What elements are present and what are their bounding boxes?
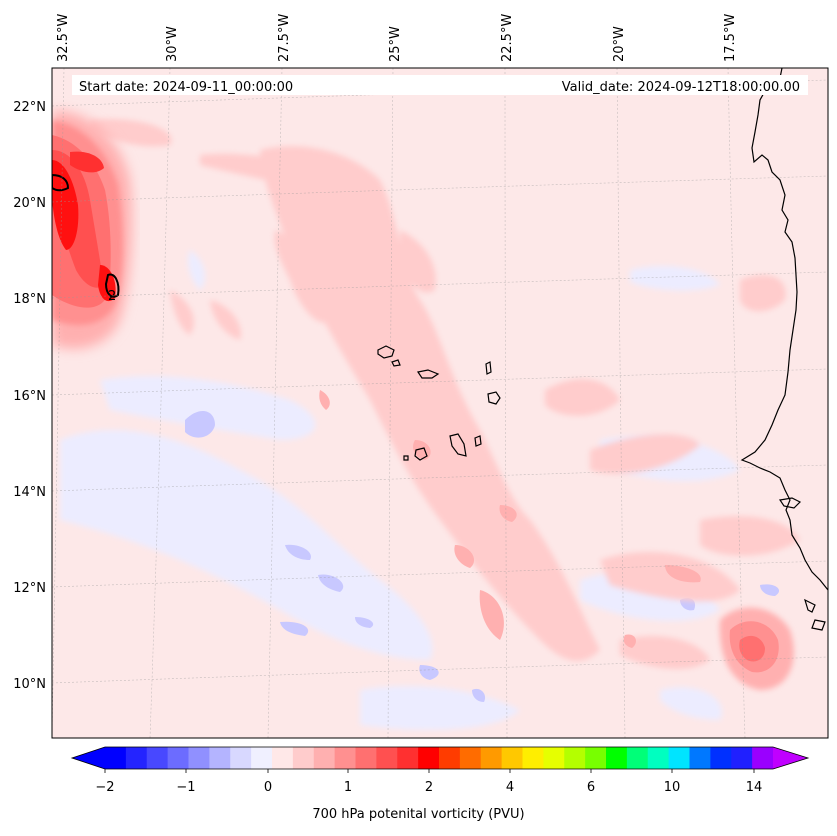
colorbar-cell xyxy=(606,747,628,769)
lat-tick-label: 20°N xyxy=(13,196,46,211)
cape-verde-santiago xyxy=(449,433,467,457)
negative-pv-cores xyxy=(185,410,780,702)
colorbar-tick-label: 14 xyxy=(746,780,763,795)
cape-verde-fogo xyxy=(414,447,428,461)
lon-tick-label: 27.5°W xyxy=(277,14,292,62)
colorbar-cell xyxy=(313,747,336,769)
africa-coastline xyxy=(740,68,828,591)
colorbar-ticks xyxy=(104,769,755,773)
map-panel: 2 xyxy=(52,68,828,738)
graticule xyxy=(52,68,828,738)
valid-date: Valid_date: 2024-09-12T18:00:00.00 xyxy=(562,80,800,95)
lon-tick-label: 25°W xyxy=(388,26,403,62)
colorbar-cell xyxy=(564,747,586,769)
cape-verde-sal xyxy=(485,361,492,375)
colorbar-cell xyxy=(585,747,607,769)
colorbar-cell xyxy=(105,747,127,769)
colorbar-tick-labels: −2 −1 0 1 2 4 6 10 14 xyxy=(95,780,762,795)
colorbar-tick-label: −1 xyxy=(176,780,195,795)
colorbar-cell xyxy=(626,747,649,769)
colorbar-tick-label: 2 xyxy=(425,780,433,795)
lon-tick-label: 30°W xyxy=(165,26,180,62)
colorbar-cell xyxy=(334,747,357,769)
colorbar-extend-low xyxy=(72,747,105,769)
colorbar-cells xyxy=(105,747,774,769)
southeast-pv-maximum xyxy=(719,607,794,690)
colorbar-cell xyxy=(292,747,315,769)
colorbar-cell xyxy=(251,747,273,769)
cape-verde-boa-vista xyxy=(487,391,501,405)
colorbar-cell xyxy=(522,747,544,769)
west-pv-maximum xyxy=(52,110,132,349)
colorbar-cell xyxy=(167,747,190,769)
colorbar-cell xyxy=(710,747,732,769)
colorbar-cell xyxy=(459,747,482,769)
colorbar-tick-label: −2 xyxy=(95,780,114,795)
colorbar-cell xyxy=(355,747,377,769)
map-frame xyxy=(51,67,829,739)
colorbar-cell xyxy=(439,747,461,769)
colorbar-cell xyxy=(543,747,565,769)
lat-tick-label: 16°N xyxy=(13,389,46,404)
colorbar-tick-label: 4 xyxy=(506,780,514,795)
colorbar-cell xyxy=(397,747,419,769)
colorbar-cell xyxy=(376,747,398,769)
colorbar-cell xyxy=(731,747,753,769)
colorbar-cell xyxy=(272,747,294,769)
colorbar-cell xyxy=(752,747,774,769)
cape-verde-sao-nicolau xyxy=(417,369,440,379)
lon-tick-label: 17.5°W xyxy=(723,14,738,62)
colorbar: −2 −1 0 1 2 4 6 10 14 xyxy=(70,746,810,795)
info-box xyxy=(72,75,808,95)
lon-tick-label: 32.5°W xyxy=(56,14,71,62)
contour-label: 2 xyxy=(108,289,116,304)
colorbar-cell xyxy=(501,747,524,769)
colorbar-cell xyxy=(668,747,691,769)
cape-verde-santo-antao xyxy=(377,345,395,359)
positive-pv-band xyxy=(90,119,800,670)
lat-tick-label: 14°N xyxy=(13,485,46,500)
cape-verde-brava xyxy=(403,455,409,461)
colorbar-tick-label: 0 xyxy=(264,780,272,795)
colorbar-cell xyxy=(418,747,440,769)
colorbar-cell xyxy=(480,747,503,769)
colorbar-cell xyxy=(689,747,711,769)
colorbar-tick-label: 6 xyxy=(587,780,595,795)
colorbar-cell xyxy=(125,747,148,769)
colorbar-cell xyxy=(188,747,210,769)
colorbar-cell xyxy=(209,747,231,769)
colorbar-tick-label: 1 xyxy=(344,780,352,795)
coastline xyxy=(377,68,828,631)
lon-tick-label: 22.5°W xyxy=(500,14,515,62)
colorbar-cell xyxy=(647,747,670,769)
longitude-axis: 32.5°W 30°W 27.5°W 25°W 22.5°W 20°W 17.5… xyxy=(56,14,738,62)
gambia-outline xyxy=(778,497,802,509)
colorbar-tick-label: 10 xyxy=(664,780,681,795)
cape-verde-maio xyxy=(474,435,482,447)
lat-tick-label: 18°N xyxy=(13,292,46,307)
lat-tick-label: 10°N xyxy=(13,677,46,692)
bissagos-islands xyxy=(804,598,826,631)
colorbar-cell xyxy=(146,747,169,769)
lat-tick-label: 22°N xyxy=(13,100,46,115)
latitude-axis: 22°N 20°N 18°N 16°N 14°N 12°N 10°N xyxy=(13,100,46,692)
start-date: Start date: 2024-09-11_00:00:00 xyxy=(79,80,293,95)
positive-pv-cores xyxy=(319,390,701,648)
lat-tick-label: 12°N xyxy=(13,581,46,596)
colorbar-cell xyxy=(230,747,252,769)
colorbar-label: 700 hPa potenital vorticity (PVU) xyxy=(312,807,525,822)
lon-tick-label: 20°W xyxy=(612,26,627,62)
cape-verde-sao-vicente xyxy=(391,359,401,367)
colorbar-extend-high xyxy=(773,747,808,769)
